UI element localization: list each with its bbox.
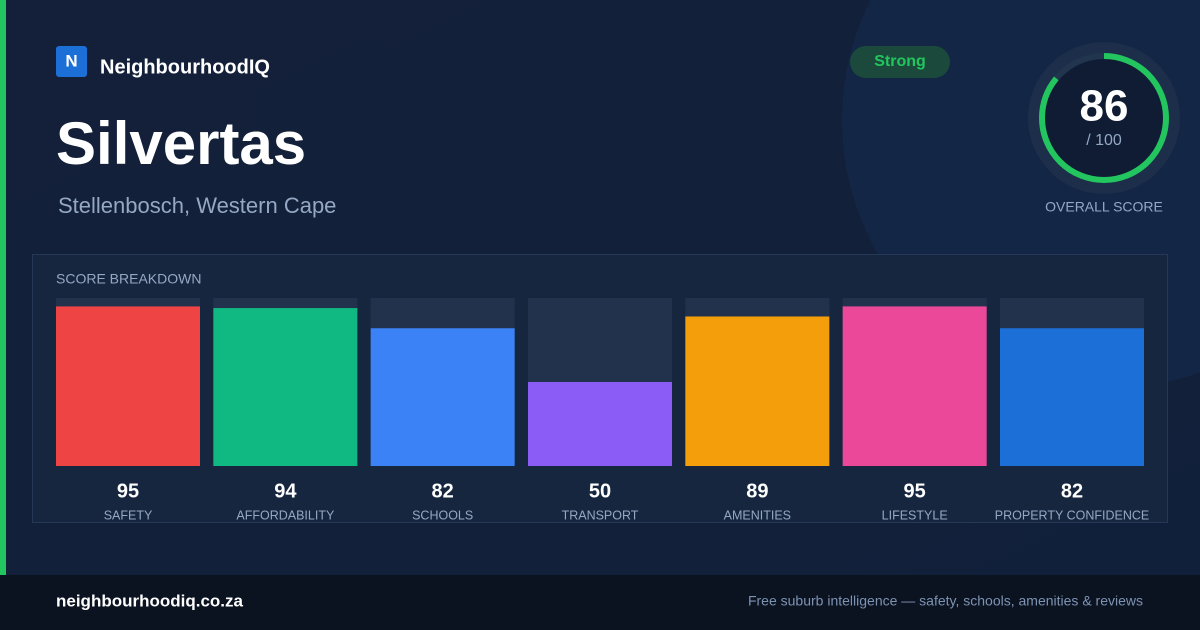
bar-label: TRANSPORT bbox=[562, 508, 639, 522]
overall-label: OVERALL SCORE bbox=[1045, 199, 1163, 215]
breakdown-title: SCORE BREAKDOWN bbox=[56, 271, 201, 287]
accent-stripe bbox=[0, 0, 6, 575]
bar bbox=[370, 328, 515, 466]
suburb-name: Silvertas bbox=[56, 110, 306, 177]
bar-label: SAFETY bbox=[104, 508, 153, 522]
bar-label: SCHOOLS bbox=[412, 508, 473, 522]
badge bbox=[850, 46, 950, 78]
overall-max: / 100 bbox=[1086, 132, 1122, 149]
bar bbox=[1000, 328, 1144, 466]
bar-label: PROPERTY CONFIDENCE bbox=[995, 508, 1149, 522]
bar bbox=[685, 316, 830, 466]
bar-value: 50 bbox=[589, 480, 611, 502]
bar-value: 82 bbox=[1061, 480, 1083, 502]
bar-value: 82 bbox=[432, 480, 454, 502]
footer-bar bbox=[0, 575, 1200, 630]
bar-value: 95 bbox=[117, 480, 139, 502]
brand-name: NeighbourhoodIQ bbox=[100, 56, 270, 78]
overall-score: 86 bbox=[1080, 82, 1129, 131]
badge-text: Strong bbox=[874, 53, 926, 70]
location: Stellenbosch, Western Cape bbox=[58, 193, 336, 218]
bar-label: LIFESTYLE bbox=[882, 508, 948, 522]
footer-tagline: Free suburb intelligence — safety, schoo… bbox=[748, 593, 1143, 609]
bar-value: 94 bbox=[274, 480, 297, 502]
bar-value: 89 bbox=[746, 480, 768, 502]
bar bbox=[213, 308, 358, 466]
bar bbox=[528, 382, 672, 466]
footer-url: neighbourhoodiq.co.za bbox=[56, 591, 244, 610]
score-ring bbox=[1039, 53, 1169, 183]
bar-label: AFFORDABILITY bbox=[236, 508, 335, 522]
bar bbox=[56, 306, 200, 466]
logo bbox=[56, 46, 87, 77]
bar-value: 95 bbox=[904, 480, 926, 502]
bar bbox=[842, 306, 987, 466]
bar-label: AMENITIES bbox=[724, 508, 791, 522]
logo-letter: N bbox=[65, 51, 77, 70]
